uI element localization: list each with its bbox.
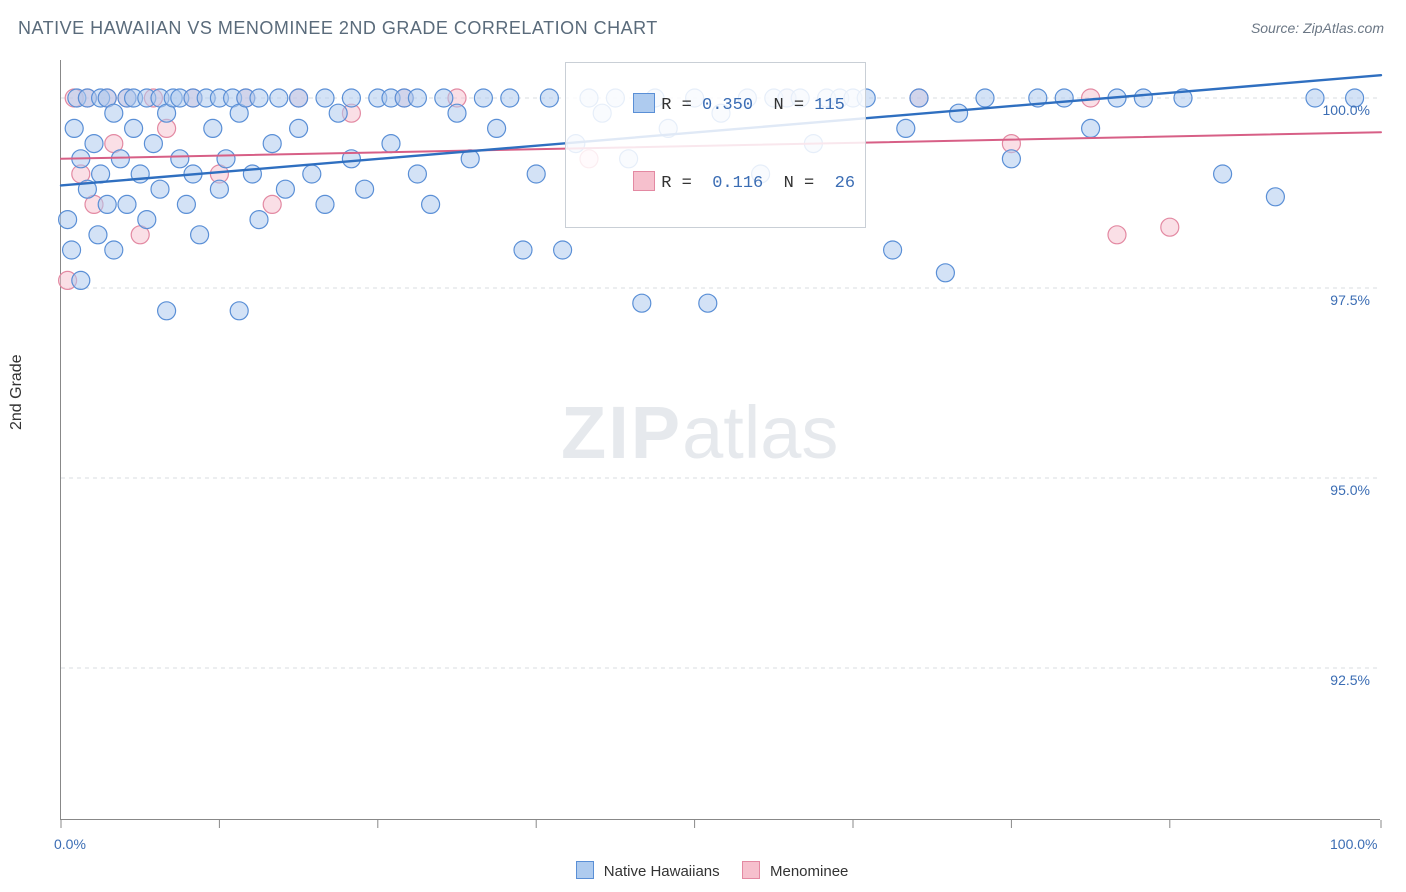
stats-row-b: R = 0.116 N = 26 [572,145,855,223]
swatch-series-a-icon [576,861,594,879]
chart-container: NATIVE HAWAIIAN VS MENOMINEE 2ND GRADE C… [0,0,1406,892]
source-attribution: Source: ZipAtlas.com [1251,20,1384,36]
stats-row-a: R = 0.350 N = 115 [572,67,855,145]
bottom-legend: Native Hawaiians Menominee [0,861,1406,880]
legend-label-b: Menominee [770,863,848,880]
chart-title: NATIVE HAWAIIAN VS MENOMINEE 2ND GRADE C… [18,18,658,39]
legend-label-a: Native Hawaiians [604,863,720,880]
swatch-series-a-icon [633,93,655,113]
swatch-series-b-icon [742,861,760,879]
swatch-series-b-icon [633,171,655,191]
y-axis-label: 2nd Grade [8,354,26,430]
correlation-stats-box: R = 0.350 N = 115 R = 0.116 N = 26 [565,62,866,228]
